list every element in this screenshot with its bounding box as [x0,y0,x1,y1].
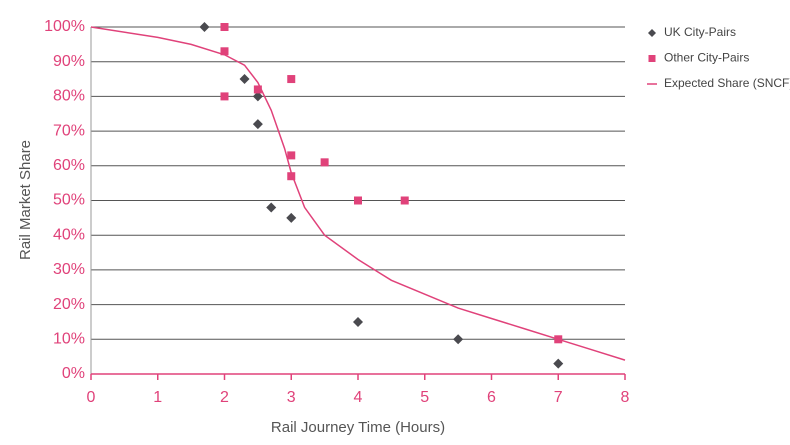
diamond-point [353,316,363,327]
y-tick-label: 20% [53,296,85,313]
legend-swatch [648,55,656,62]
legend-swatch [648,29,656,37]
square-point [220,92,229,101]
square-point [287,172,296,181]
diamond-point [266,202,277,213]
y-tick-label: 70% [53,122,85,139]
x-tick-label: 5 [420,389,429,406]
diamond-point [553,358,564,369]
diamond-point [286,212,297,223]
square-point [287,75,296,84]
x-axis-title: Rail Journey Time (Hours) [271,419,445,436]
x-tick-label: 0 [87,389,96,406]
x-tick-label: 7 [554,389,563,406]
y-tick-label: 0% [62,365,85,382]
y-tick-label: 10% [53,331,85,348]
square-point [287,151,296,160]
diamond-point [252,91,263,102]
x-tick-label: 8 [621,389,630,406]
x-tick-label: 2 [220,389,229,406]
square-point [320,158,329,167]
y-tick-label: 30% [53,261,85,278]
y-axis-title: Rail Market Share [17,140,34,260]
diamond-point [239,74,250,85]
y-tick-label: 40% [53,226,85,243]
y-tick-label: 60% [53,157,85,174]
square-point [220,23,229,31]
line-series [90,26,626,361]
x-tick-label: 1 [153,389,162,406]
x-tick-label: 6 [487,389,496,406]
square-point [354,196,362,205]
square-point [253,85,262,94]
diamond-point [252,119,263,130]
y-tick-label: 80% [53,88,85,105]
x-tick-label: 3 [287,389,296,406]
y-tick-label: 90% [53,53,85,70]
x-tick-label: 4 [354,389,363,406]
legend-label: Expected Share (SNCF) [664,76,790,90]
square-point [400,196,409,205]
square-point [220,47,229,56]
legend-label: Other City-Pairs [664,51,749,65]
diamond-point [199,22,210,32]
legend-label: UK City-Pairs [664,25,736,39]
diamond-point [453,334,464,345]
y-tick-label: 50% [53,192,85,209]
y-tick-label: 100% [44,18,85,35]
